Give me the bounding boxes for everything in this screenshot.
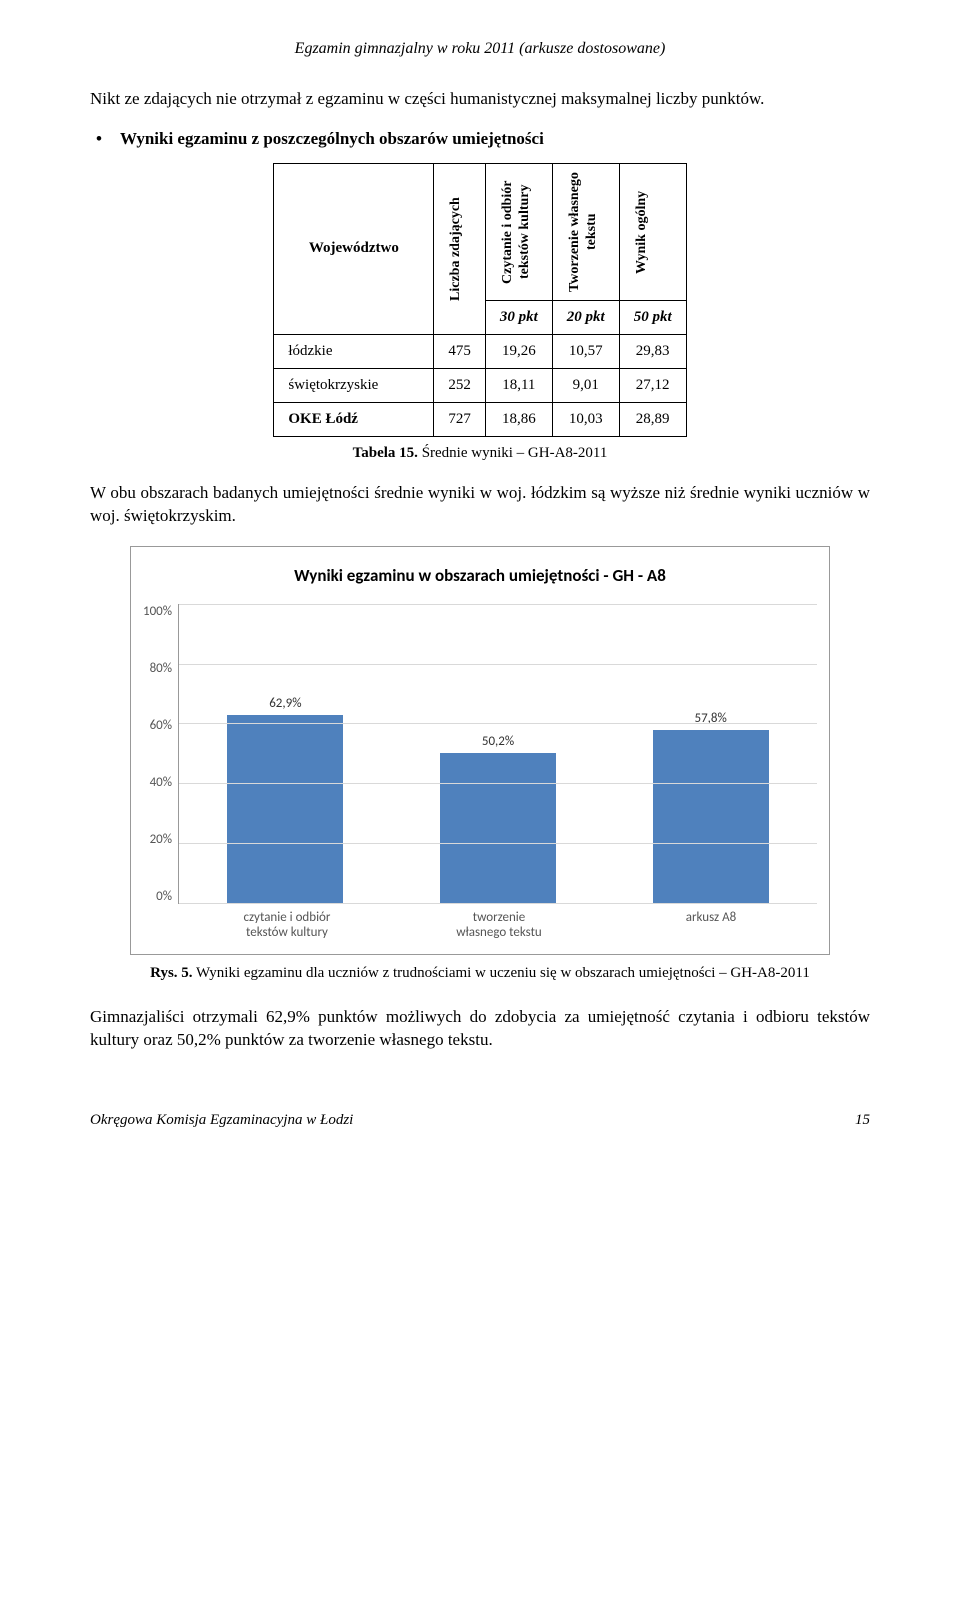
table-cell: 29,83 — [619, 334, 686, 368]
bullet-icon: • — [96, 129, 102, 149]
table-head-liczba: Liczba zdających — [434, 163, 486, 334]
chart-y-axis: 100% 80% 60% 40% 20% 0% — [143, 604, 178, 904]
table-cell: 10,03 — [552, 402, 619, 436]
figure-caption: Rys. 5. Wyniki egzaminu dla uczniów z tr… — [90, 965, 870, 982]
table-row: łódzkie47519,2610,5729,83 — [274, 334, 686, 368]
table-cell: 727 — [434, 402, 486, 436]
table-head-wynik: Wynik ogólny — [619, 163, 686, 300]
paragraph-2: W obu obszarach badanych umiejętności śr… — [90, 482, 870, 528]
results-table: Województwo Liczba zdających Czytanie i … — [273, 163, 686, 437]
footer-page-number: 15 — [855, 1112, 870, 1129]
chart-bar — [227, 715, 343, 903]
table-cell: 9,01 — [552, 368, 619, 402]
y-tick-label: 0% — [156, 889, 172, 904]
table-head-tworzenie: Tworzenie własnego tekstu — [552, 163, 619, 300]
table-sub-20pkt: 20 pkt — [552, 300, 619, 334]
y-tick-label: 80% — [150, 661, 172, 676]
table-cell: 18,86 — [485, 402, 552, 436]
paragraph-3: Gimnazjaliści otrzymali 62,9% punktów mo… — [90, 1006, 870, 1052]
chart-gridline — [179, 843, 817, 844]
table-cell: 27,12 — [619, 368, 686, 402]
x-tick-label: czytanie i odbiór tekstów kultury — [204, 910, 369, 940]
chart-gridline — [179, 903, 817, 904]
x-tick-label: tworzenie własnego tekstu — [416, 910, 581, 940]
table-head-wojewodztwo: Województwo — [274, 163, 434, 334]
section-bullet: • Wyniki egzaminu z poszczególnych obsza… — [90, 129, 870, 149]
table-sub-30pkt: 30 pkt — [485, 300, 552, 334]
table-row-label: OKE Łódź — [274, 402, 434, 436]
y-tick-label: 100% — [143, 604, 172, 619]
figure-caption-rest: Wyniki egzaminu dla uczniów z trudnościa… — [193, 965, 810, 981]
page-header: Egzamin gimnazjalny w roku 2011 (arkusze… — [90, 40, 870, 58]
table-row-label: świętokrzyskie — [274, 368, 434, 402]
vert-label-4: Wynik ogólny — [634, 172, 651, 292]
x-tick-label: arkusz A8 — [628, 910, 793, 940]
table-row-label: łódzkie — [274, 334, 434, 368]
chart-bar-slot: 62,9% — [202, 604, 368, 903]
table-cell: 252 — [434, 368, 486, 402]
vert-label-3: Tworzenie własnego tekstu — [567, 172, 601, 292]
bar-value-label: 62,9% — [269, 696, 301, 711]
bullet-text: Wyniki egzaminu z poszczególnych obszaró… — [120, 129, 544, 149]
chart-x-labels: czytanie i odbiór tekstów kultury tworzen… — [181, 910, 817, 940]
chart-gridline — [179, 604, 817, 605]
table-row: OKE Łódź72718,8610,0328,89 — [274, 402, 686, 436]
chart-bars: 62,9% 50,2% 57,8% — [179, 604, 817, 903]
table-cell: 475 — [434, 334, 486, 368]
bar-value-label: 50,2% — [482, 734, 514, 749]
footer-left: Okręgowa Komisja Egzaminacyjna w Łodzi — [90, 1112, 353, 1129]
chart-container: Wyniki egzaminu w obszarach umiejętności… — [130, 546, 830, 955]
table-cell: 19,26 — [485, 334, 552, 368]
chart-gridline — [179, 723, 817, 724]
figure-caption-prefix: Rys. 5. — [150, 965, 192, 981]
table-cell: 10,57 — [552, 334, 619, 368]
chart-gridline — [179, 664, 817, 665]
page-footer: Okręgowa Komisja Egzaminacyjna w Łodzi 1… — [90, 1112, 870, 1129]
table-row: świętokrzyskie25218,119,0127,12 — [274, 368, 686, 402]
table-caption: Tabela 15. Średnie wyniki – GH-A8-2011 — [90, 445, 870, 462]
vert-label-1: Liczba zdających — [448, 189, 465, 309]
table-sub-50pkt: 50 pkt — [619, 300, 686, 334]
chart-bar — [440, 753, 556, 903]
chart-gridline — [179, 783, 817, 784]
chart-bar-slot: 50,2% — [415, 604, 581, 903]
intro-paragraph: Nikt ze zdających nie otrzymał z egzamin… — [90, 88, 870, 111]
table-head-czytanie: Czytanie i odbiór tekstów kultury — [485, 163, 552, 300]
table-cell: 28,89 — [619, 402, 686, 436]
y-tick-label: 60% — [150, 718, 172, 733]
chart-plot-area: 62,9% 50,2% 57,8% — [178, 604, 817, 904]
chart-title: Wyniki egzaminu w obszarach umiejętności… — [143, 565, 817, 586]
y-tick-label: 20% — [150, 832, 172, 847]
table-cell: 18,11 — [485, 368, 552, 402]
chart-bar — [653, 730, 769, 903]
y-tick-label: 40% — [150, 775, 172, 790]
vert-label-2: Czytanie i odbiór tekstów kultury — [500, 172, 534, 292]
table-caption-prefix: Tabela 15. — [353, 445, 418, 461]
table-caption-rest: Średnie wyniki – GH-A8-2011 — [418, 445, 607, 461]
chart-bar-slot: 57,8% — [628, 604, 794, 903]
